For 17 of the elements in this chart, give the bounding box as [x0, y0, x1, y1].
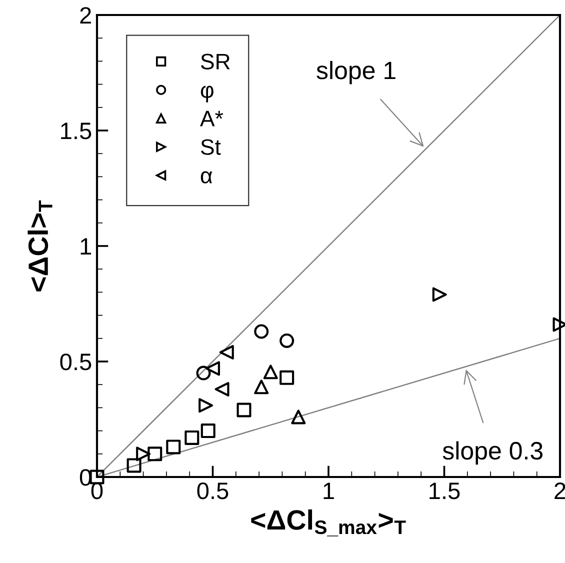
legend-label: St: [200, 139, 221, 155]
y-tick-label: 2: [80, 7, 91, 24]
legend-label: α: [200, 171, 212, 184]
legend-label: A*: [200, 110, 224, 126]
x-axis-title: <ΔCl$_{S_max}$>$_{T}$: [251, 509, 406, 536]
x-tick-label: 0.5: [197, 482, 228, 500]
annotation: slope 0.3: [442, 441, 542, 465]
y-tick-label: 1.5: [61, 122, 92, 140]
x-tick-label: 1.5: [430, 482, 460, 500]
annotation: slope 1: [316, 60, 396, 84]
y-tick-label: 0.5: [60, 354, 92, 370]
legend-label: φ: [200, 86, 214, 102]
x-tick-label: 1: [324, 482, 334, 499]
y-axis-title: <ΔCl>$_{T}$: [28, 200, 52, 292]
legend-label: SR: [200, 54, 230, 70]
y-tick-label: 1: [80, 238, 91, 255]
x-tick-label: 2: [554, 482, 565, 499]
